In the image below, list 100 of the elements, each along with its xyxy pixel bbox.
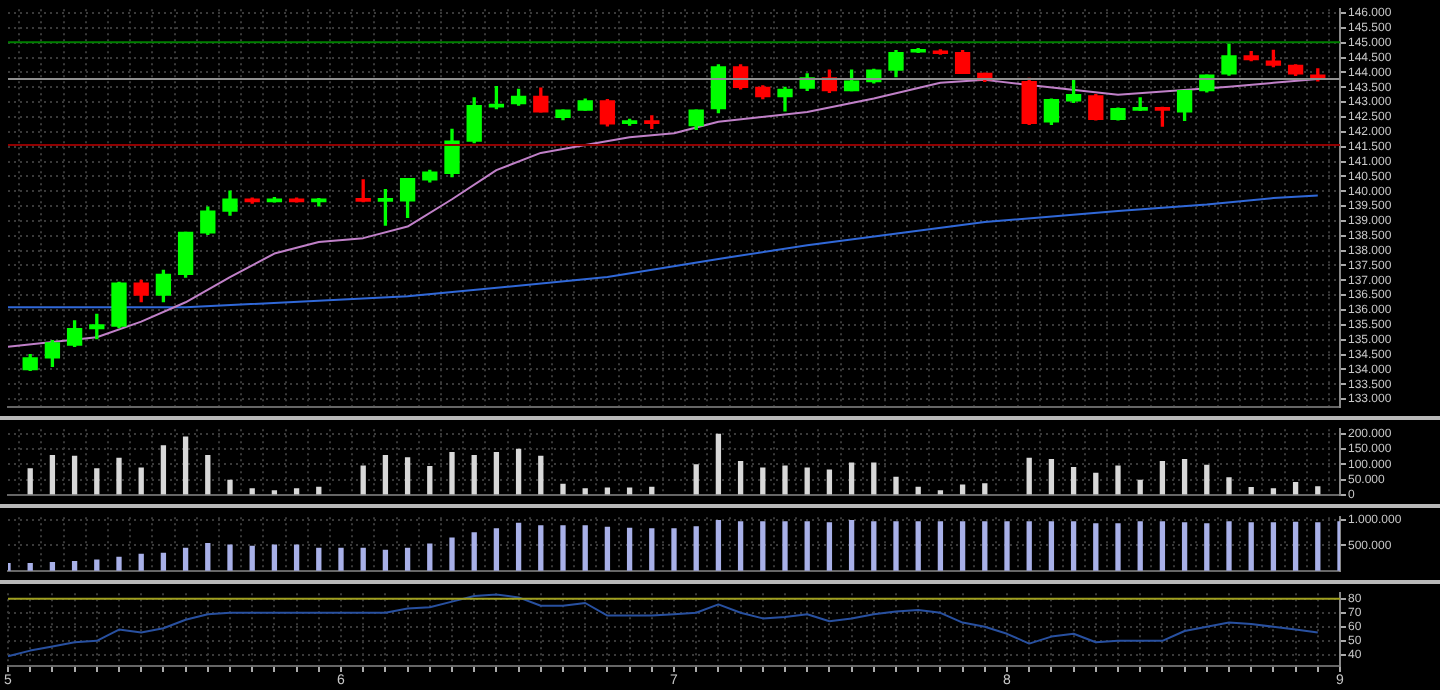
bar — [1270, 488, 1277, 495]
bar — [71, 455, 78, 495]
bar — [582, 525, 588, 571]
bar — [1248, 487, 1254, 495]
bar — [249, 488, 255, 495]
bar — [382, 455, 389, 495]
bar — [737, 460, 744, 495]
bar — [1048, 459, 1055, 495]
bar — [1292, 481, 1299, 495]
bar — [915, 521, 921, 571]
bar — [848, 462, 855, 495]
bar — [760, 467, 766, 495]
bar — [804, 467, 810, 495]
bar — [671, 528, 677, 571]
bar — [404, 457, 411, 495]
bar — [1070, 466, 1077, 495]
bar — [1137, 521, 1143, 571]
bar — [1181, 459, 1188, 495]
bar — [1315, 522, 1321, 571]
bar — [959, 521, 966, 571]
bar — [826, 469, 833, 495]
bar — [360, 465, 366, 495]
bar — [959, 484, 966, 495]
bar — [27, 468, 33, 495]
bar — [49, 455, 56, 495]
bar — [693, 464, 699, 495]
bar — [1004, 521, 1010, 571]
bar — [1204, 523, 1210, 571]
bar — [782, 465, 788, 495]
bar — [1270, 522, 1277, 571]
bar — [1204, 464, 1210, 495]
bar — [94, 468, 100, 495]
bar — [1026, 521, 1032, 571]
bar — [427, 543, 433, 571]
bar — [138, 467, 144, 495]
bar — [1159, 460, 1166, 495]
bar — [604, 526, 611, 571]
bar — [1137, 479, 1143, 495]
bar — [1226, 521, 1232, 571]
bar — [471, 532, 477, 571]
bar — [560, 525, 566, 571]
bar — [293, 544, 300, 571]
bar — [893, 476, 899, 495]
bar — [626, 487, 633, 495]
bar — [715, 433, 722, 495]
bar — [538, 525, 544, 571]
bar — [1115, 523, 1121, 571]
bar — [94, 559, 100, 571]
bar — [848, 520, 855, 571]
bar — [182, 436, 189, 495]
bar — [338, 547, 344, 571]
bar — [493, 452, 500, 495]
bar — [871, 521, 877, 571]
bar — [937, 521, 944, 571]
bar — [582, 488, 588, 495]
bar — [227, 544, 233, 571]
bar — [1026, 457, 1032, 495]
bar — [293, 488, 300, 495]
bar — [116, 556, 122, 571]
bar — [826, 522, 833, 571]
bar — [449, 452, 455, 495]
bar — [227, 479, 233, 495]
bar — [1181, 522, 1188, 571]
bar — [1070, 521, 1077, 571]
bar — [982, 521, 988, 571]
bar — [538, 455, 544, 495]
bar — [427, 466, 433, 495]
bar — [116, 457, 122, 495]
bar — [982, 483, 988, 495]
bar — [737, 521, 744, 571]
bar — [893, 521, 899, 571]
bar — [1159, 521, 1166, 571]
bar — [1093, 472, 1099, 495]
bar — [626, 527, 633, 571]
bar — [515, 522, 522, 571]
bar — [249, 545, 255, 571]
bar — [271, 544, 278, 571]
bar — [493, 528, 500, 571]
bar — [804, 521, 810, 571]
bar — [560, 483, 566, 495]
bar — [760, 521, 766, 571]
bar — [871, 462, 877, 495]
bar — [471, 455, 477, 495]
bar — [693, 526, 699, 571]
bar — [1248, 522, 1254, 571]
bar — [205, 455, 211, 495]
bar — [1048, 521, 1055, 571]
bar — [449, 537, 455, 571]
bar — [1292, 521, 1299, 571]
bar — [715, 520, 722, 571]
bar — [1226, 477, 1232, 495]
bar — [160, 445, 167, 495]
bar — [205, 543, 211, 571]
bar — [782, 521, 788, 571]
bar — [515, 448, 522, 495]
bar — [1315, 486, 1321, 495]
bar — [649, 528, 655, 571]
bar — [1093, 523, 1099, 571]
bar — [1115, 465, 1121, 495]
bar — [604, 487, 611, 495]
